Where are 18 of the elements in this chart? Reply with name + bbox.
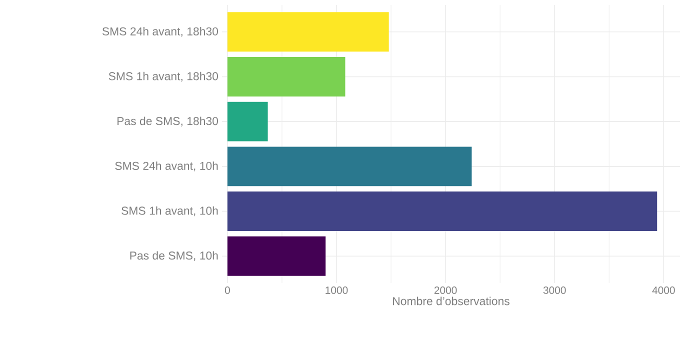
- x-tick-label: 0: [224, 286, 230, 294]
- bar: [227, 192, 658, 231]
- x-tick-label: 4000: [652, 286, 675, 294]
- bar: [227, 57, 346, 96]
- x-axis-title: Nombre d’observations: [393, 296, 510, 306]
- bar: [227, 236, 326, 276]
- x-tick-label: 3000: [543, 286, 566, 294]
- y-tick-label: Pas de SMS, 18h30: [118, 116, 218, 126]
- y-tick-label: SMS 24h avant, 10h: [115, 162, 218, 172]
- bar: [227, 146, 472, 186]
- bar: [227, 102, 268, 142]
- x-tick-label: 2000: [434, 286, 457, 294]
- y-tick-label: SMS 24h avant, 18h30: [102, 27, 218, 37]
- y-tick-label: SMS 1h avant, 18h30: [108, 72, 218, 82]
- x-tick-label: 1000: [326, 286, 348, 294]
- y-tick-label: SMS 1h avant, 10h: [122, 206, 218, 216]
- bar: [227, 12, 389, 52]
- y-tick-label: Pas de SMS, 10h: [130, 251, 218, 261]
